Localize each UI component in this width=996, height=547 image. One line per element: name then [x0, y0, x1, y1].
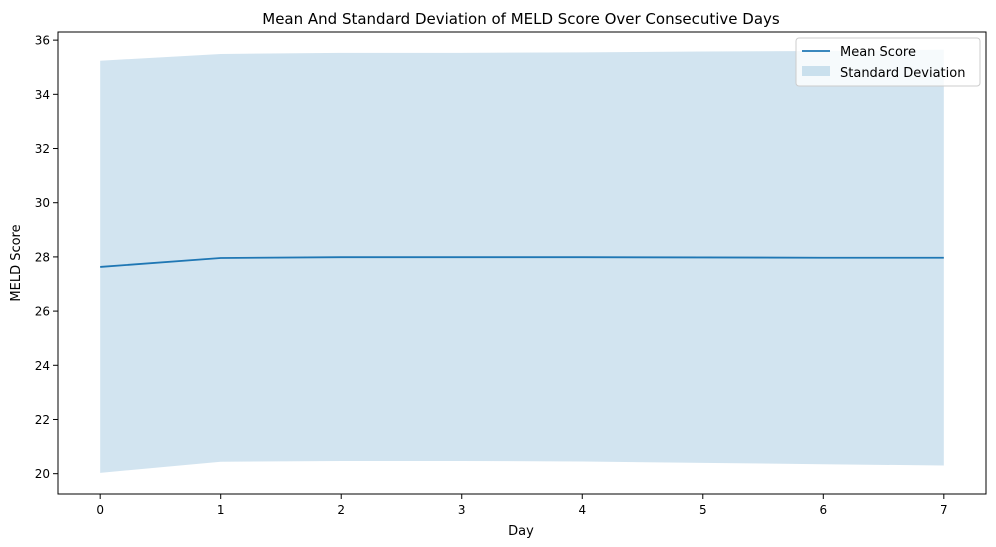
x-tick-label-7: 7: [940, 503, 948, 517]
chart-title: Mean And Standard Deviation of MELD Scor…: [262, 10, 780, 28]
legend-standard-deviation-swatch: [802, 66, 830, 76]
x-tick-label-3: 3: [458, 503, 466, 517]
y-tick-label-32: 32: [35, 142, 50, 156]
plot-area: [100, 49, 944, 473]
x-tick-label-5: 5: [699, 503, 707, 517]
x-axis-ticks: 0 1 2 3 4 5 6 7: [96, 494, 948, 517]
x-tick-label-2: 2: [337, 503, 345, 517]
y-tick-label-24: 24: [35, 359, 50, 373]
legend-box: [795, 37, 981, 87]
y-tick-label-26: 26: [35, 305, 50, 319]
x-tick-label-4: 4: [578, 503, 586, 517]
y-tick-label-34: 34: [35, 88, 50, 102]
legend-standard-deviation-label: Standard Deviation: [840, 66, 965, 81]
y-tick-label-28: 28: [35, 250, 50, 264]
y-tick-label-22: 22: [35, 413, 50, 427]
x-tick-label-1: 1: [217, 503, 225, 517]
x-tick-label-0: 0: [96, 503, 104, 517]
legend: Mean Score Standard Deviation: [795, 37, 981, 87]
axes-frame: [57, 31, 987, 495]
y-axis-ticks: 20 22 24 26 28 30 32 34 36: [35, 34, 58, 481]
standard-deviation-band: [100, 49, 944, 473]
x-axis-label: Day: [508, 524, 534, 539]
mean-score-line: [100, 256, 944, 268]
legend-mean-score-label: Mean Score: [840, 45, 916, 60]
y-tick-label-36: 36: [35, 34, 50, 48]
y-axis-label: MELD Score: [9, 224, 24, 301]
y-tick-label-30: 30: [35, 196, 50, 210]
y-tick-label-20: 20: [35, 467, 50, 481]
x-tick-label-6: 6: [819, 503, 827, 517]
